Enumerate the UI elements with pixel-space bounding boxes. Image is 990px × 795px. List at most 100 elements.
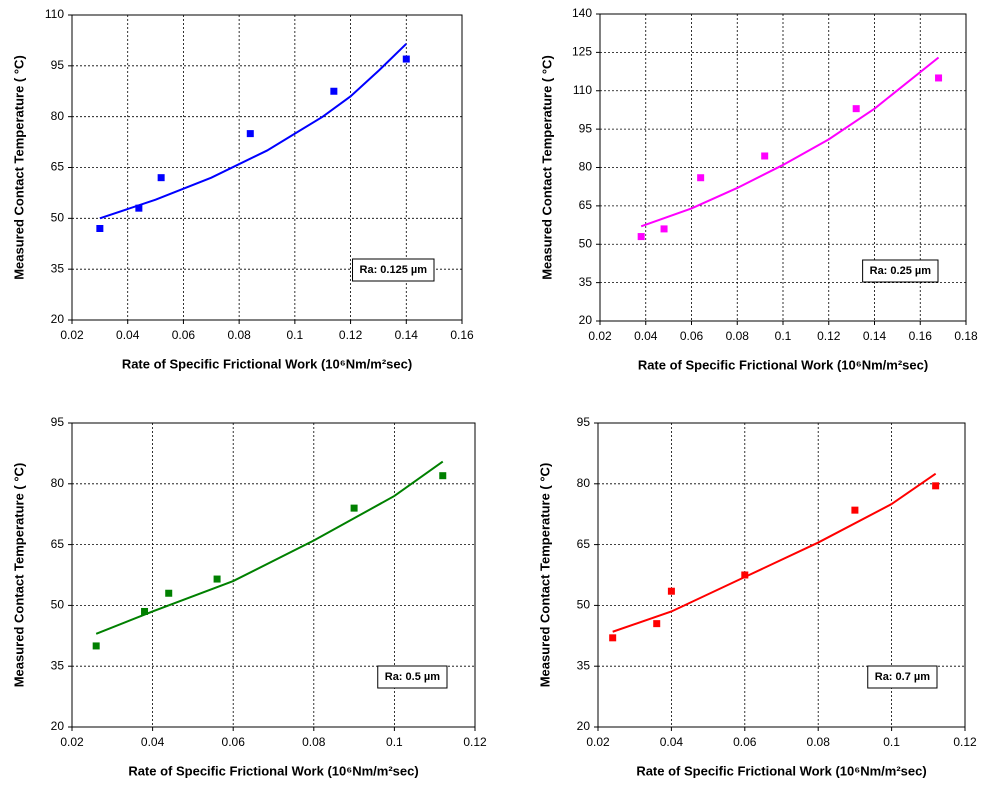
y-tick-label: 80 <box>51 109 65 123</box>
y-tick-label: 35 <box>51 261 65 275</box>
x-tick-label: 0.06 <box>733 735 757 749</box>
x-tick-label: 0.12 <box>817 329 841 343</box>
y-tick-label: 50 <box>577 598 591 612</box>
x-tick-label: 0.06 <box>172 328 196 342</box>
x-tick-label: 0.16 <box>450 328 474 342</box>
x-tick-label: 0.04 <box>141 735 165 749</box>
data-point <box>92 642 100 650</box>
y-tick-label: 35 <box>577 658 591 672</box>
y-tick-label: 50 <box>579 236 593 250</box>
annotation-box <box>867 665 938 689</box>
y-tick-label: 65 <box>579 198 593 212</box>
y-tick-label: 125 <box>572 45 592 59</box>
y-tick-label: 95 <box>579 121 593 135</box>
data-point <box>935 74 943 82</box>
annotation: Ra: 0.25 µm <box>870 265 932 277</box>
y-tick-label: 110 <box>45 7 64 21</box>
x-tick-label: 0.1 <box>883 735 900 749</box>
annotation: Ra: 0.125 µm <box>360 264 428 276</box>
data-point <box>141 607 149 615</box>
y-tick-label: 20 <box>51 312 65 326</box>
data-point <box>761 152 769 160</box>
y-tick-label: 140 <box>572 6 592 20</box>
chart-panel: 20 35 50 65 80 95 110 125 140 0.02 0.04 0.06 0.08 0.1… <box>539 6 978 372</box>
x-tick-label: 0.04 <box>660 735 684 749</box>
y-tick-label: 65 <box>51 160 65 174</box>
data-point <box>697 174 705 182</box>
data-point <box>667 587 675 595</box>
x-tick-label: 0.02 <box>586 735 610 749</box>
data-point <box>213 575 221 583</box>
x-tick-label: 0.02 <box>60 328 84 342</box>
y-tick-label: 95 <box>51 415 65 429</box>
y-axis-label: Measured Contact Temperature ( °C) <box>11 463 26 688</box>
data-point <box>350 504 358 512</box>
fit-line <box>99 43 407 220</box>
y-tick-label: 80 <box>577 476 591 490</box>
x-tick-label: 0.18 <box>954 329 978 343</box>
y-tick-label: 95 <box>577 415 591 429</box>
x-tick-label: 0.12 <box>953 735 977 749</box>
chart-panel: 20 35 50 65 80 95 0.02 0.04 0.06 0.08 0.1 0.12 Rate … <box>11 415 487 778</box>
x-tick-label: 0.1 <box>287 328 304 342</box>
annotation-box <box>352 258 435 282</box>
x-tick-label: 0.12 <box>339 328 363 342</box>
fit-line <box>95 460 444 635</box>
y-tick-label: 80 <box>579 160 593 174</box>
y-tick-label: 20 <box>51 719 65 733</box>
plot-frame <box>71 422 476 728</box>
y-tick-label: 20 <box>579 313 593 327</box>
y-tick-label: 20 <box>577 719 591 733</box>
x-tick-label: 0.06 <box>222 735 246 749</box>
x-tick-label: 0.1 <box>775 329 792 343</box>
x-axis-label: Rate of Specific Frictional Work (10⁶Nm/… <box>636 763 926 778</box>
x-axis-label: Rate of Specific Frictional Work (10⁶Nm/… <box>122 356 412 371</box>
data-point <box>660 225 668 233</box>
y-tick-label: 65 <box>577 537 591 551</box>
x-tick-label: 0.04 <box>634 329 658 343</box>
x-tick-label: 0.04 <box>116 328 140 342</box>
y-tick-label: 50 <box>51 211 65 225</box>
data-point <box>851 506 859 514</box>
data-point <box>932 482 940 490</box>
x-tick-label: 0.08 <box>807 735 831 749</box>
x-tick-label: 0.14 <box>863 329 887 343</box>
data-point <box>741 571 749 579</box>
data-point <box>96 225 104 232</box>
data-point <box>157 174 165 182</box>
y-axis-label: Measured Contact Temperature ( °C) <box>539 55 554 280</box>
data-point <box>653 620 661 628</box>
data-point <box>165 589 173 597</box>
x-tick-label: 0.06 <box>680 329 704 343</box>
annotation: Ra: 0.7 µm <box>875 671 930 683</box>
y-tick-label: 35 <box>579 275 593 289</box>
x-tick-label: 0.08 <box>726 329 750 343</box>
plot-frame <box>599 13 967 322</box>
plot-frame <box>597 422 966 728</box>
annotation-box <box>377 665 448 689</box>
data-point <box>852 105 860 113</box>
y-tick-label: 65 <box>51 537 65 551</box>
x-tick-label: 0.1 <box>386 735 403 749</box>
y-tick-label: 80 <box>51 476 65 490</box>
annotation-box <box>862 259 939 283</box>
x-tick-label: 0.12 <box>463 735 487 749</box>
y-tick-label: 35 <box>51 658 65 672</box>
x-tick-label: 0.02 <box>60 735 84 749</box>
plot-frame <box>71 14 463 321</box>
y-axis-label: Measured Contact Temperature ( °C) <box>11 55 26 280</box>
x-axis-label: Rate of Specific Frictional Work (10⁶Nm/… <box>128 763 418 778</box>
fit-line <box>612 472 937 633</box>
x-tick-label: 0.08 <box>302 735 326 749</box>
data-point <box>246 130 254 138</box>
y-tick-label: 95 <box>51 58 65 72</box>
y-tick-label: 110 <box>573 83 592 97</box>
x-tick-label: 0.08 <box>227 328 251 342</box>
x-tick-label: 0.16 <box>909 329 933 343</box>
data-point <box>135 204 143 212</box>
chart-panel: 20 35 50 65 80 95 0.02 0.04 0.06 0.08 0.1 0.12 Rate … <box>537 415 977 778</box>
data-point <box>402 55 410 63</box>
fit-line <box>640 56 940 228</box>
data-point <box>330 87 338 95</box>
data-point <box>609 634 617 642</box>
